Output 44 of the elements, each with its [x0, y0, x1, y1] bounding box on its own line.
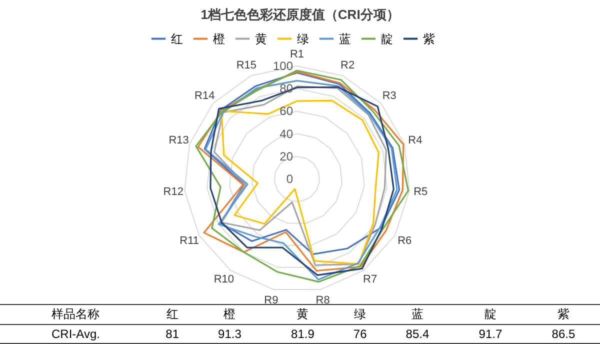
data-label: 86.5 [526, 324, 600, 344]
spoke-label: R13 [168, 134, 189, 147]
category-label: 黄 [296, 307, 309, 321]
spoke-label: R5 [414, 186, 428, 198]
category-label: 红 [151, 304, 194, 324]
legend-label: 橙 [213, 32, 225, 46]
data-label: 85.4 [380, 324, 454, 344]
category-label: 靛 [454, 304, 527, 324]
spoke-label: R11 [180, 235, 200, 248]
category-label: 绿 [339, 304, 381, 324]
category-label: 蓝 [380, 304, 454, 324]
data-label: 91.7 [454, 324, 527, 344]
spoke-label: R7 [363, 274, 378, 286]
spoke-label: R3 [382, 90, 396, 102]
y-tick-label: 60 [280, 104, 294, 118]
legend-label: 红 [171, 32, 183, 46]
spoke-label: R9 [264, 294, 278, 307]
text: 样品名称 [0, 304, 152, 324]
data-label: 81 [151, 324, 194, 344]
text: CRI-Avg. [0, 324, 152, 344]
legend-label: 紫 [423, 32, 435, 46]
spoke-label: R8 [316, 294, 330, 307]
legend-label: 靛 [381, 32, 393, 46]
spoke-label: R1 [290, 48, 304, 61]
legend-label: 蓝 [339, 32, 351, 46]
spoke-label: R4 [408, 134, 422, 147]
spoke-label: R6 [398, 235, 412, 248]
y-tick-label: 100 [272, 59, 294, 73]
legend-label: 绿 [297, 32, 309, 46]
data-label: 81.9 [266, 324, 340, 344]
spoke-label: R2 [340, 59, 355, 72]
data-label: 76 [339, 324, 381, 344]
category-label: 橙 [224, 307, 236, 321]
y-tick-label: 40 [280, 126, 294, 141]
legend-label: 黄 [255, 32, 267, 46]
y-tick-label: 0 [286, 172, 294, 186]
spoke-label: R15 [236, 59, 257, 72]
y-tick-label: 20 [280, 149, 294, 164]
chart-title: 1档七色色彩还原度值（CRI分项） [200, 6, 400, 24]
category-label: 紫 [526, 304, 600, 324]
data-label: 91.3 [193, 324, 266, 344]
spoke-label: R10 [214, 274, 234, 286]
spoke-label: R12 [163, 186, 184, 198]
spoke-label: R14 [194, 90, 215, 102]
